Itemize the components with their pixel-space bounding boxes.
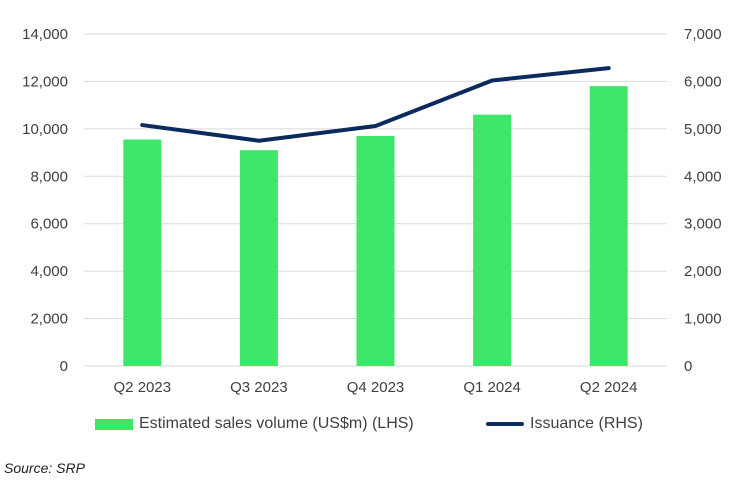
bar (589, 86, 628, 367)
y-left-tick-label: 0 (60, 358, 68, 375)
y-right-tick-label: 4,000 (684, 168, 722, 185)
legend-item-sales: Estimated sales volume (US$m) (LHS) (95, 415, 414, 433)
bar (239, 150, 278, 366)
bar (356, 135, 395, 366)
y-right-tick-label: 2,000 (684, 263, 722, 280)
series-line (140, 66, 611, 143)
y-left-tick-label: 10,000 (22, 121, 68, 138)
bar (473, 114, 512, 366)
y-left-tick-label: 12,000 (22, 73, 68, 90)
source-note: Source: SRP (4, 460, 85, 476)
y-right-tick-label: 1,000 (684, 311, 722, 328)
y-left-tick-label: 8,000 (30, 168, 68, 185)
legend-label-issuance: Issuance (RHS) (530, 415, 643, 432)
y-left-tick-label: 14,000 (22, 26, 68, 43)
right-axis-ticks: 0 1,000 2,000 3,000 4,000 5,000 6,000 7,000 (684, 26, 722, 375)
left-axis-ticks: 0 2,000 4,000 6,000 8,000 10,000 12,000 14,000 (22, 26, 68, 375)
y-right-tick-label: 3,000 (684, 216, 722, 233)
legend-swatch-bar (95, 418, 133, 430)
y-left-tick-label: 2,000 (30, 311, 68, 328)
legend-swatch-line (486, 422, 524, 426)
y-right-tick-label: 6,000 (684, 73, 722, 90)
legend-label-sales: Estimated sales volume (US$m) (LHS) (139, 415, 414, 432)
y-right-tick-label: 7,000 (684, 26, 722, 43)
x-tick-label: Q3 2023 (230, 379, 288, 396)
x-axis-ticks: Q2 2023 Q3 2023 Q4 2023 Q1 2024 Q2 2024 (114, 379, 638, 396)
x-tick-label: Q4 2023 (347, 379, 405, 396)
chart: 02,0004,0006,0008,00010,00012,00014,000 … (22, 26, 722, 396)
x-tick-label: Q2 2024 (580, 379, 638, 396)
bar-series (123, 86, 628, 367)
bar (123, 139, 162, 366)
y-left-tick-label: 4,000 (30, 263, 68, 280)
y-right-tick-label: 0 (684, 358, 692, 375)
legend: Estimated sales volume (US$m) (LHS) Issu… (0, 415, 753, 439)
line-series (140, 66, 611, 143)
legend-item-issuance: Issuance (RHS) (486, 415, 643, 433)
x-tick-label: Q2 2023 (114, 379, 172, 396)
x-tick-label: Q1 2024 (463, 379, 521, 396)
y-left-tick-label: 6,000 (30, 216, 68, 233)
y-right-tick-label: 5,000 (684, 121, 722, 138)
